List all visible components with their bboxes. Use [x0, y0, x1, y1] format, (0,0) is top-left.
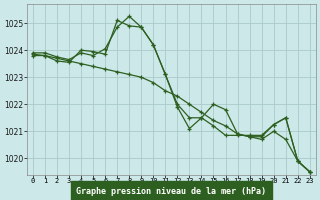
- X-axis label: Graphe pression niveau de la mer (hPa): Graphe pression niveau de la mer (hPa): [76, 187, 266, 196]
